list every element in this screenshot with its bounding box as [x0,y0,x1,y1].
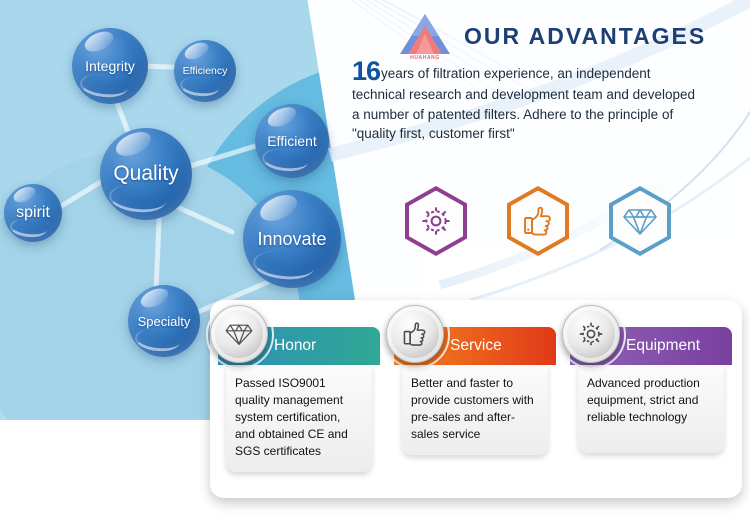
header: HUAHANG OUR ADVANTAGES [398,12,707,61]
hex-inner [511,190,565,252]
bubble-label: Specialty [137,313,191,329]
logo-wordmark: HUAHANG [410,55,440,61]
intro-paragraph: 16years of filtration experience, an ind… [352,58,697,144]
bubble-label: Efficiency [182,65,228,77]
years-number: 16 [352,56,381,86]
card-title: Honor [274,337,317,354]
page-title: OUR ADVANTAGES [464,22,707,49]
card-honor[interactable]: Honor Passed ISO9001 quality management … [206,301,380,472]
bubble-quality[interactable]: Quality [100,128,192,220]
hex-thumbs-up[interactable] [507,186,569,256]
card-title: Service [450,337,502,354]
bubble-efficient[interactable]: Efficient [255,104,329,178]
badge-ring [206,301,274,369]
bubble-label: spirit [16,204,50,221]
logo-triangle-icon [400,14,450,54]
cards-row: Honor Passed ISO9001 quality management … [206,301,732,472]
bubble-integrity[interactable]: Integrity [72,28,148,104]
diamond-icon [225,324,253,345]
huahang-logo: HUAHANG [398,12,452,61]
badge-diamond [210,305,268,363]
intro-text: years of filtration experience, an indep… [352,66,695,141]
bubble-specialty[interactable]: Specialty [128,285,200,357]
thumbs-up-icon [507,186,569,256]
gear-icon [579,322,603,346]
card-body: Better and faster to provide customers w… [402,365,548,455]
bubble-label: Innovate [257,228,327,249]
bubble-label: Integrity [85,58,135,74]
bubble-network: Integrity Efficiency Efficient Quality s… [0,0,470,380]
card-service[interactable]: Service Better and faster to provide cus… [382,301,556,472]
hex-icon-row [405,186,671,256]
gear-icon [405,186,467,256]
hex-gear[interactable] [405,186,467,256]
bubble-spirit[interactable]: spirit [4,184,62,242]
thumbs-up-icon [403,322,426,346]
card-title: Equipment [626,337,701,354]
bubble-innovate[interactable]: Innovate [243,190,341,288]
bubble-label: Efficient [267,133,317,149]
card-body: Passed ISO9001 quality management system… [226,365,372,472]
hex-inner [613,190,667,252]
bubble-label: Quality [113,162,179,185]
hex-inner [409,190,463,252]
diamond-icon [609,186,671,256]
bubble-efficiency[interactable]: Efficiency [174,40,236,102]
badge-gear [562,305,620,363]
badge-ring [558,301,626,369]
hex-diamond[interactable] [609,186,671,256]
card-equipment[interactable]: Equipment Advanced production equipment,… [558,301,732,472]
badge-thumbs-up [386,305,444,363]
badge-ring [382,301,450,369]
card-body: Advanced production equipment, strict an… [578,365,724,453]
